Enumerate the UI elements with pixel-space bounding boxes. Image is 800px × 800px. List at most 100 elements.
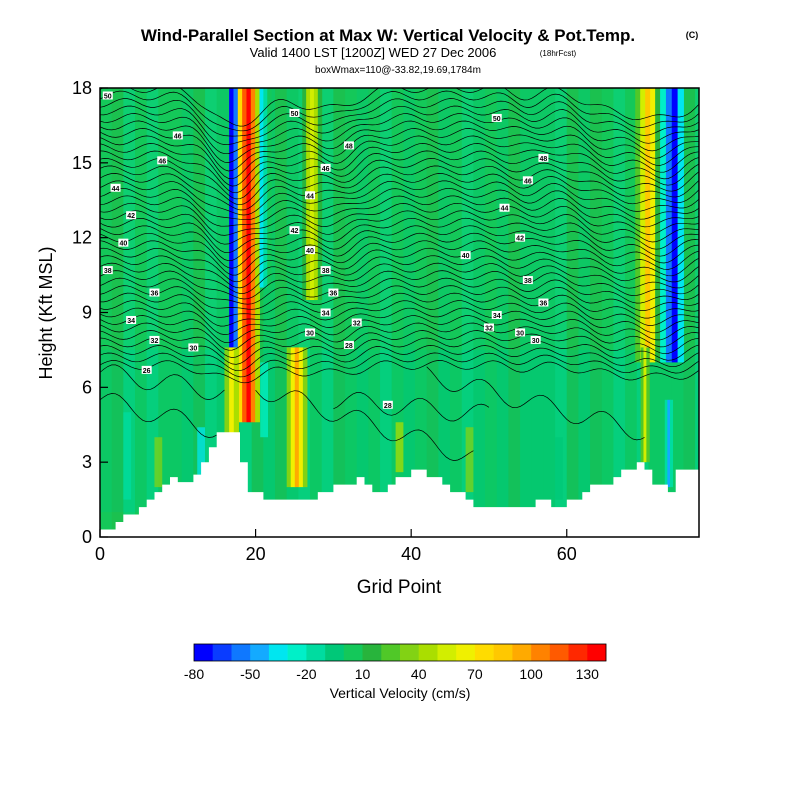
isentrope-label-box [289, 226, 300, 235]
isentrope-label-box [149, 335, 160, 344]
colorbar-swatch [362, 644, 382, 661]
isentrope-label: 44 [501, 206, 509, 213]
isentrope-line [100, 352, 699, 378]
colorbar-swatch [549, 644, 569, 661]
isentrope-label-box [126, 315, 137, 324]
field-stripe [520, 88, 532, 537]
velocity-cell [229, 347, 235, 448]
isentrope-label-box [320, 308, 331, 317]
field-stripe [345, 88, 357, 537]
isentrope-label: 28 [345, 343, 353, 350]
isentrope-label-box [491, 113, 502, 122]
isentrope-line [100, 277, 699, 305]
chart-subtitle-mark: (18hrFcst) [540, 49, 577, 58]
colorbar-swatch [231, 644, 251, 661]
velocity-cell [302, 347, 308, 488]
velocity-cell [317, 88, 323, 301]
field-stripe [566, 88, 579, 537]
field-stripe [170, 88, 182, 537]
field-stripe [135, 88, 147, 537]
isentrope-label: 30 [189, 345, 197, 352]
field-stripe [158, 88, 171, 537]
field-stripe [496, 88, 509, 537]
field-stripe [403, 88, 416, 537]
isentrope-label-box [172, 131, 183, 140]
colorbar-swatch [325, 644, 345, 661]
isentrope-label: 44 [306, 193, 314, 200]
isentrope-label-box [530, 335, 541, 344]
isentrope-line [100, 330, 699, 358]
isentrope-line [100, 360, 699, 384]
isentrope-label-box [499, 203, 510, 212]
isentrope-label-box [188, 343, 199, 352]
velocity-cell [229, 88, 234, 423]
velocity-cell [555, 437, 563, 500]
isentrope-line [100, 292, 699, 319]
velocity-cell [643, 347, 647, 463]
velocity-cell [224, 347, 230, 448]
isentrope-label-box [305, 246, 316, 255]
y-tick-label: 0 [82, 527, 92, 547]
colorbar-tick-label: 100 [519, 666, 543, 682]
isentrope-line [100, 135, 699, 180]
isentrope-label: 34 [493, 313, 501, 320]
field-stripe [310, 88, 322, 537]
velocity-cell [660, 88, 667, 363]
isentrope-label: 32 [151, 338, 159, 345]
colorbar-swatch [250, 644, 270, 661]
isentrope-line [100, 158, 699, 200]
colorbar-tick-label: -20 [296, 666, 316, 682]
isentrope-label: 30 [516, 330, 524, 337]
terrain [100, 432, 699, 537]
isentrope-label: 42 [516, 236, 524, 243]
isentrope-label: 46 [322, 166, 330, 173]
isentrope-labels: 5046464442403836343230265048464442403836… [102, 91, 549, 410]
field-stripe [380, 88, 392, 537]
colorbar-swatch [568, 644, 588, 661]
isentrope-label-box [141, 365, 152, 374]
velocity-cell [263, 88, 268, 288]
velocity-cell [395, 422, 404, 473]
velocity-cell [655, 88, 661, 363]
velocity-cell [242, 88, 247, 423]
y-tick-label: 9 [82, 303, 92, 323]
isentrope-line [100, 300, 699, 327]
isentrope-label: 28 [384, 403, 392, 410]
isentrope-label: 50 [493, 116, 501, 123]
field-stripe [205, 88, 217, 537]
isentrope-line [100, 143, 699, 187]
isentrope-line [100, 322, 699, 351]
colorbar-swatch [493, 644, 513, 661]
field-stripe [625, 88, 637, 537]
colorbar-swatch [512, 644, 532, 661]
isentrope-label: 46 [158, 158, 166, 165]
isentrope-line [100, 195, 699, 228]
isentrope-label-box [515, 328, 526, 337]
field-stripe [601, 88, 614, 537]
colorbar-tick-label: 40 [411, 666, 427, 682]
chart-subtitle2: boxWmax=110@-33.82,19.69,1784m [315, 65, 481, 76]
x-axis-label: Grid Point [357, 577, 442, 598]
isentrope-label-box [305, 191, 316, 200]
velocity-cell [669, 399, 674, 488]
velocity-cell [250, 88, 256, 423]
isentrope-line [100, 202, 699, 236]
field-stripe [438, 88, 451, 537]
field-stripe [333, 88, 346, 537]
isentrope-label: 46 [524, 178, 532, 185]
velocity-cell [302, 88, 307, 301]
isentrope-line [100, 240, 699, 276]
colorbar-swatch [587, 644, 607, 661]
isentrope-line [100, 113, 699, 155]
field-stripe [590, 88, 602, 537]
field-stripe [485, 88, 497, 537]
plot-area: 5046464442403836343230265048464442403836… [100, 88, 699, 537]
colorbar-swatch [212, 644, 232, 661]
field-stripe [415, 88, 427, 537]
field-stripe [181, 88, 194, 537]
isentrope-label: 48 [345, 143, 353, 150]
isentrope-line [100, 285, 699, 311]
isentrope-label-box [343, 141, 354, 150]
isentrope-line [100, 105, 699, 145]
field-stripe [111, 88, 124, 537]
